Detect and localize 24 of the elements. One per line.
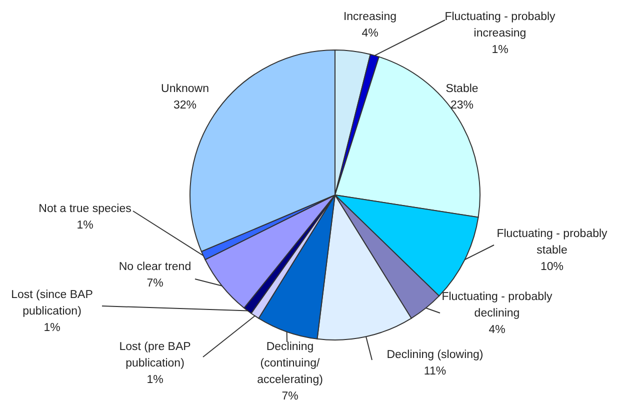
data-label: 1% <box>76 220 94 232</box>
data-label: 1% <box>146 374 164 386</box>
data-label: 7% <box>282 390 298 402</box>
slice-label: Fluctuating - probably increasing <box>444 11 556 40</box>
data-label: 1% <box>44 322 60 334</box>
legend-label: Declining (slowing) <box>386 349 484 361</box>
slice-label: Fluctuating - probably declining <box>442 291 553 320</box>
slice-label: Lost (since BAP publication) <box>11 289 94 318</box>
data-label: 4% <box>488 324 506 336</box>
slice-label: Fluctuating - probably stable <box>496 228 608 256</box>
slice-label: Not a true species <box>38 203 132 215</box>
data-label: 32% <box>173 100 197 112</box>
slice-label: Increasing <box>343 11 397 23</box>
slice-label: Stable <box>446 83 478 95</box>
data-label: 7% <box>146 278 164 290</box>
data-label: 4% <box>362 28 378 40</box>
slice-label: Lost (pre BAP publication) <box>119 341 192 370</box>
data-label: 23% <box>450 100 474 112</box>
data-label: 10% <box>540 261 564 273</box>
slice-label: Unknown <box>161 83 209 95</box>
data-label: 11% <box>424 366 446 378</box>
slice-label: No clear trend <box>118 261 192 273</box>
slice-label: Declining (continuing/ accelerating) <box>257 341 324 386</box>
data-label: 1% <box>492 44 508 56</box>
